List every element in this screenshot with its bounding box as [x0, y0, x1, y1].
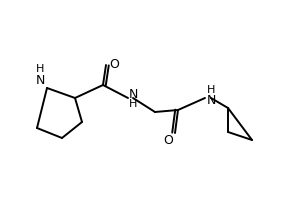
Text: N: N: [128, 88, 138, 100]
Text: O: O: [109, 58, 119, 72]
Text: H: H: [207, 85, 215, 95]
Text: H: H: [129, 99, 137, 109]
Text: O: O: [163, 134, 173, 148]
Text: N: N: [206, 94, 216, 106]
Text: H: H: [36, 64, 44, 74]
Text: N: N: [35, 73, 45, 86]
